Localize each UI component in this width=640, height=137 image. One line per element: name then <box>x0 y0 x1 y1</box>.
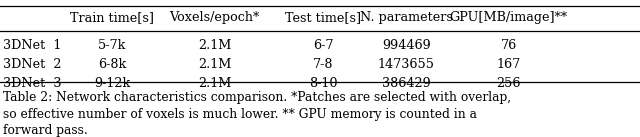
Text: N. parameters: N. parameters <box>360 11 453 24</box>
Text: 6-8k: 6-8k <box>98 58 126 71</box>
Text: 9-12k: 9-12k <box>94 77 130 90</box>
Text: 7-8: 7-8 <box>313 58 333 71</box>
Text: 2.1M: 2.1M <box>198 77 231 90</box>
Text: 3DNet 2: 3DNet 2 <box>3 58 61 71</box>
Text: 6-7: 6-7 <box>313 39 333 52</box>
Text: Table 2: Network characteristics comparison. *Patches are selected with overlap,: Table 2: Network characteristics compari… <box>3 92 511 104</box>
Text: Test time[s]: Test time[s] <box>285 11 361 24</box>
Text: 256: 256 <box>497 77 521 90</box>
Text: 76: 76 <box>500 39 517 52</box>
Text: 3DNet 3: 3DNet 3 <box>3 77 61 90</box>
Text: 994469: 994469 <box>382 39 431 52</box>
Text: 8-10: 8-10 <box>309 77 337 90</box>
Text: 2.1M: 2.1M <box>198 39 231 52</box>
Text: Voxels/epoch*: Voxels/epoch* <box>169 11 260 24</box>
Text: 5-7k: 5-7k <box>98 39 126 52</box>
Text: 386429: 386429 <box>382 77 431 90</box>
Text: 2.1M: 2.1M <box>198 58 231 71</box>
Text: so effective number of voxels is much lower. ** GPU memory is counted in a: so effective number of voxels is much lo… <box>3 108 477 121</box>
Text: Train time[s]: Train time[s] <box>70 11 154 24</box>
Text: GPU[MB/image]**: GPU[MB/image]** <box>450 11 568 24</box>
Text: 167: 167 <box>497 58 521 71</box>
Text: 3DNet 1: 3DNet 1 <box>3 39 61 52</box>
Text: forward pass.: forward pass. <box>3 124 88 137</box>
Text: 1473655: 1473655 <box>378 58 435 71</box>
